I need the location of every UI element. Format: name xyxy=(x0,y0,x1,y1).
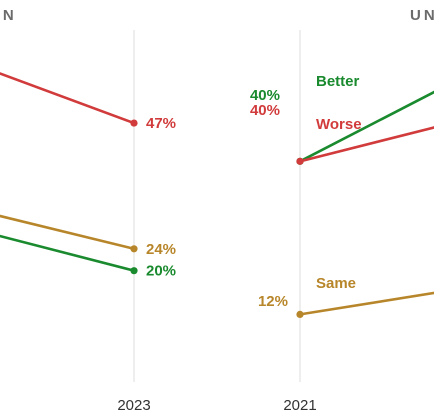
left-panel: DEN 2023 47% 24% 20% xyxy=(0,7,176,414)
value-label-worse-2021: 40% xyxy=(250,102,280,119)
data-point-better-2023 xyxy=(130,267,138,275)
value-label-same-2021: 12% xyxy=(258,293,288,310)
x-tick-label-2023: 2023 xyxy=(117,397,150,414)
series-line-better xyxy=(0,234,135,272)
series-label-worse: Worse xyxy=(316,116,362,133)
panel-title: UN xyxy=(410,7,434,24)
data-point-same-2023 xyxy=(130,245,138,253)
value-label-better-2021: 40% xyxy=(250,87,280,104)
data-point-worse-2023 xyxy=(130,119,138,127)
series-label-better: Better xyxy=(316,73,360,90)
series-line-worse xyxy=(299,126,434,163)
value-label-worse-2023: 47% xyxy=(146,115,176,132)
x-tick-label-2021: 2021 xyxy=(283,397,316,414)
right-panel: UN 2021 40% Better 40% Worse 12% Same xyxy=(250,7,434,414)
series-line-same xyxy=(0,214,135,251)
series-label-same: Same xyxy=(316,275,356,292)
data-point-same-2021 xyxy=(296,310,304,318)
series-line-better xyxy=(299,90,434,163)
value-label-same-2023: 24% xyxy=(146,241,176,258)
series-line-worse xyxy=(0,72,135,125)
series-line-same xyxy=(299,291,434,316)
value-label-better-2023: 20% xyxy=(146,263,176,280)
panel-title: DEN xyxy=(0,7,17,24)
data-point-worse-2021 xyxy=(296,157,304,165)
